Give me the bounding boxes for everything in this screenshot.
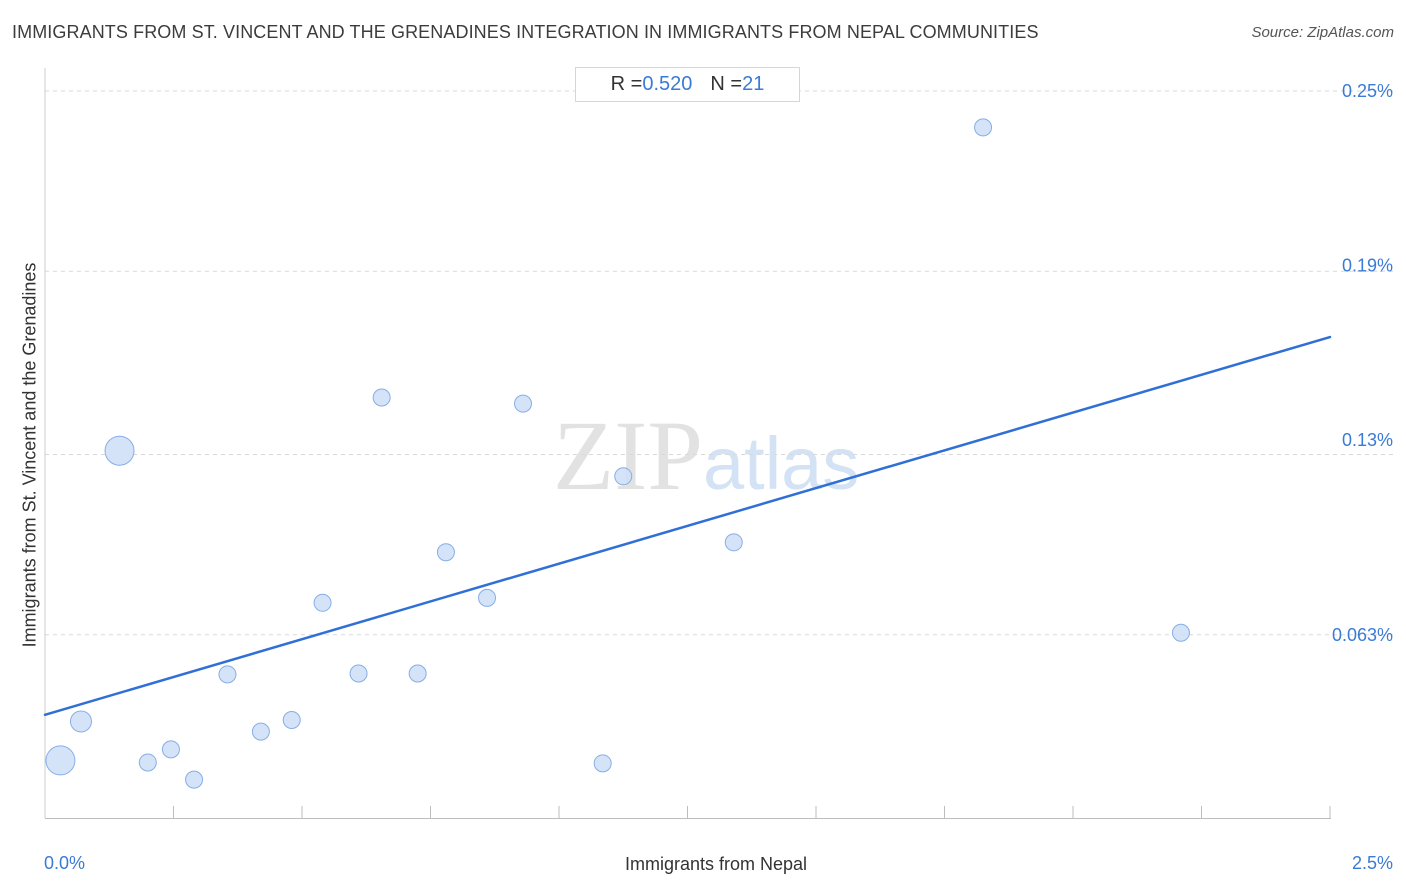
data-point: [372, 388, 391, 407]
source-text: Source: ZipAtlas.com: [1251, 24, 1394, 41]
data-point: [138, 753, 157, 772]
chart-title: IMMIGRANTS FROM ST. VINCENT AND THE GREN…: [12, 22, 1039, 42]
data-point: [514, 394, 533, 413]
data-point: [69, 710, 92, 733]
x-axis-label: Immigrants from Nepal: [624, 854, 808, 874]
data-point: [436, 543, 455, 562]
data-point: [218, 665, 237, 684]
n-label: N =: [710, 73, 743, 95]
data-point: [593, 754, 612, 773]
x-tick-label: 0.0%: [44, 853, 85, 873]
axis-layer: [44, 68, 1331, 819]
data-point: [974, 118, 993, 137]
data-point: [104, 435, 135, 466]
data-point: [1171, 623, 1190, 642]
n-value: 21: [742, 73, 765, 95]
data-point: [313, 593, 332, 612]
data-point: [161, 740, 180, 759]
data-point: [408, 664, 427, 683]
y-tick-label: 0.063%: [1332, 625, 1393, 645]
data-point: [45, 745, 76, 776]
y-tick-label: 0.19%: [1342, 255, 1393, 275]
data-point: [724, 533, 743, 552]
trendline: [43, 335, 1332, 717]
data-point: [185, 770, 204, 789]
data-point: [478, 588, 497, 607]
stats-box: R = 0.520 N = 21: [575, 67, 800, 102]
x-tick-label: 2.5%: [1352, 853, 1393, 873]
tick-label-layer: 0.063% 0.13% 0.19% 0.25% 0.0% 2.5%: [44, 81, 1393, 873]
data-point: [614, 467, 633, 486]
data-point: [349, 664, 368, 683]
grid-layer: [45, 90, 1395, 636]
point-layer: [45, 118, 1190, 789]
y-tick-label: 0.25%: [1342, 81, 1393, 101]
trendline-layer: [43, 335, 1332, 717]
r-value: 0.520: [642, 73, 693, 95]
y-tick-label: 0.13%: [1342, 430, 1393, 450]
r-label: R =: [610, 73, 643, 95]
data-point: [251, 722, 270, 741]
y-axis-label: Immigrants from St. Vincent and the Gren…: [19, 262, 40, 648]
data-point: [282, 710, 301, 729]
